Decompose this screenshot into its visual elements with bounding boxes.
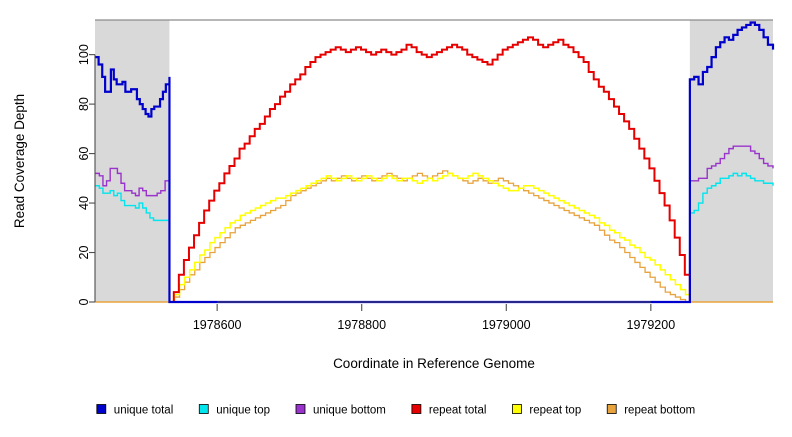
x-tick-label: 1979000 [482, 318, 531, 332]
legend-item[interactable]: repeat top [512, 404, 581, 417]
legend-item[interactable]: repeat total [411, 404, 487, 417]
legend-item[interactable]: unique total [96, 404, 173, 417]
legend-label-repeat-bottom: repeat bottom [624, 405, 695, 417]
legend-swatch-unique-total [96, 404, 107, 414]
y-tick-label: 20 [77, 246, 91, 260]
x-tick-label: 1978800 [337, 318, 386, 332]
y-tick-label: 0 [77, 298, 91, 305]
right-flank-shade [689, 20, 773, 302]
legend-label-unique-total: unique total [114, 405, 173, 417]
legend-item[interactable]: unique top [198, 404, 270, 417]
left-flank-shade [95, 20, 170, 302]
shaded-flank-regions [95, 20, 773, 302]
legend-item[interactable]: unique bottom [295, 404, 386, 417]
legend-swatch-unique-top [198, 404, 209, 414]
axis-titles: Coordinate in Reference Genome Read Cover… [12, 94, 535, 371]
y-axis-title: Read Coverage Depth [12, 94, 27, 228]
legend-label-repeat-total: repeat total [429, 405, 487, 417]
y-tick-label: 40 [77, 196, 91, 210]
x-tick-label: 1979200 [627, 318, 676, 332]
legend-swatch-repeat-total [411, 404, 422, 414]
legend-item[interactable]: repeat bottom [606, 404, 695, 417]
legend-swatch-repeat-bottom [606, 404, 617, 414]
y-tick-label: 100 [77, 44, 91, 65]
y-tick-label: 80 [77, 97, 91, 111]
y-tick-label: 60 [77, 147, 91, 161]
legend-swatch-repeat-top [512, 404, 522, 414]
legend-label-repeat-top: repeat top [529, 405, 581, 417]
series-line-repeat-top [169, 172, 691, 303]
legend-label-unique-top: unique top [216, 405, 270, 417]
chart-legend: unique total unique top unique bottom repea… [96, 404, 695, 417]
series-line-repeat-total [169, 36, 691, 303]
legend-swatch-unique-bottom [295, 404, 306, 414]
axes [89, 54, 652, 311]
x-axis-title: Coordinate in Reference Genome [333, 356, 535, 371]
x-tick-label: 1978600 [193, 318, 242, 332]
tick-labels: 0 20 40 60 80 100 1978600 1978800 1979000 1979200 [77, 44, 675, 332]
legend-label-unique-bottom: unique bottom [313, 405, 386, 417]
